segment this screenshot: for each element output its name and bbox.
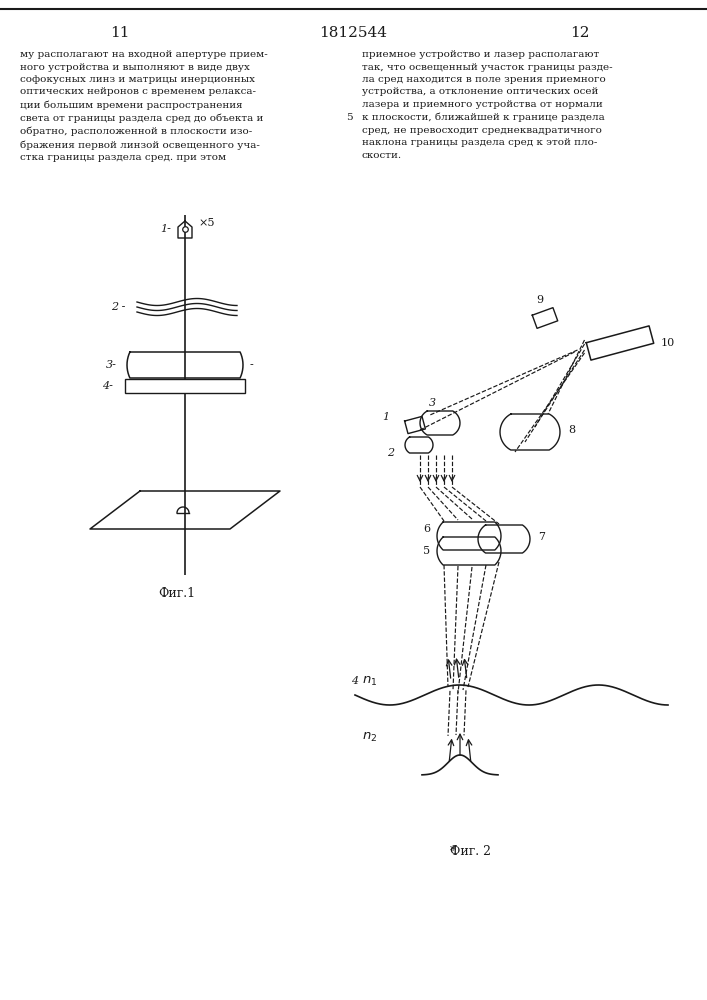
Text: 10: 10 [660, 338, 674, 348]
Text: 1-: 1- [160, 224, 171, 234]
Text: му располагают на входной апертуре прием-
ного устройства и выполняют в виде дву: му располагают на входной апертуре прием… [20, 50, 268, 162]
Text: 12: 12 [571, 26, 590, 40]
Text: Фиг.1: Фиг.1 [158, 587, 196, 600]
Text: Фиг. 2: Фиг. 2 [450, 845, 491, 858]
Text: 2 -: 2 - [110, 302, 125, 312]
Bar [125, 379, 245, 393]
Text: 2: 2 [387, 448, 394, 458]
Text: 4-: 4- [102, 381, 113, 391]
Text: 6: 6 [423, 524, 430, 534]
Text: ×5: ×5 [198, 218, 214, 228]
Text: *: * [450, 845, 456, 858]
Text: 9: 9 [537, 295, 544, 305]
Text: 5: 5 [346, 112, 352, 121]
Text: 7: 7 [538, 532, 545, 542]
Text: $n_2$: $n_2$ [362, 730, 378, 744]
Text: приемное устройство и лазер располагают
так, что освещенный участок границы разд: приемное устройство и лазер располагают … [362, 50, 613, 160]
Text: 8: 8 [568, 425, 575, 435]
Text: 5: 5 [423, 546, 430, 556]
Text: 3-: 3- [106, 360, 117, 370]
Text: 1812544: 1812544 [319, 26, 387, 40]
Text: 4: 4 [351, 676, 358, 686]
Text: 3: 3 [428, 398, 436, 408]
Text: -: - [250, 360, 254, 370]
Text: $n_1$: $n_1$ [362, 674, 378, 688]
Text: 11: 11 [110, 26, 130, 40]
Text: 1: 1 [382, 412, 389, 422]
